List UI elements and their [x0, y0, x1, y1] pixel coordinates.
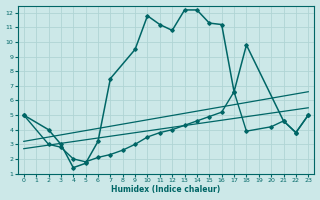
X-axis label: Humidex (Indice chaleur): Humidex (Indice chaleur)	[111, 185, 221, 194]
